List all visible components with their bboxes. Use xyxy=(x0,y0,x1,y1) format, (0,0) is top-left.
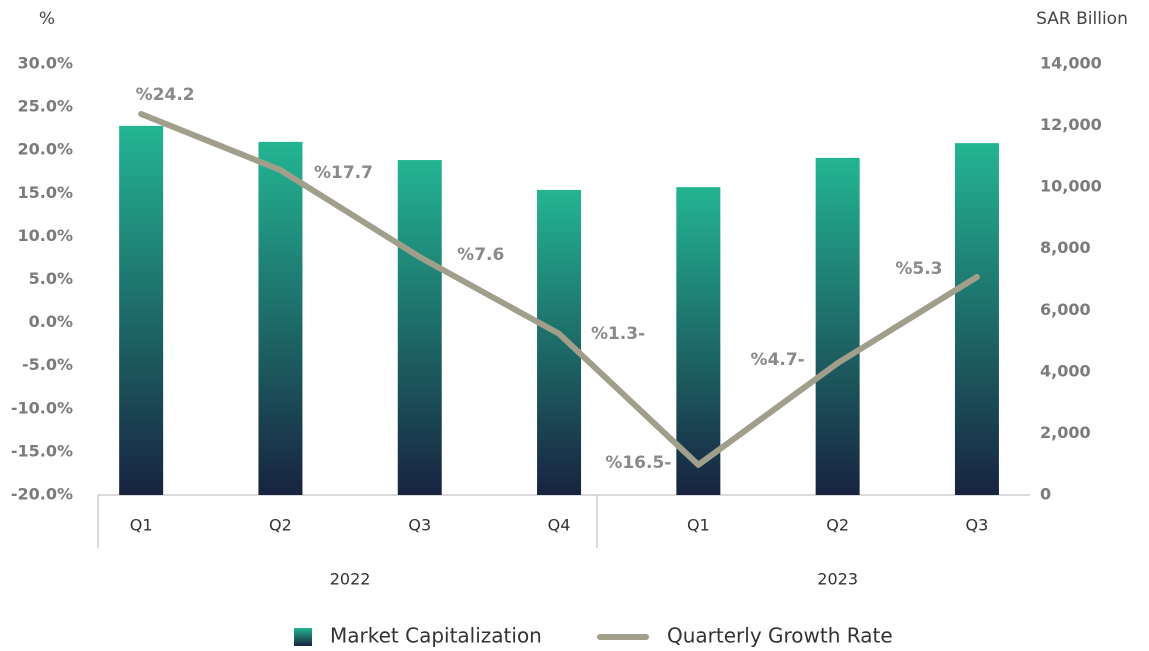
y2-tick-label: 14,000 xyxy=(1040,54,1102,73)
y2-tick-label: 0 xyxy=(1040,485,1051,504)
x-tick-label: Q1 xyxy=(687,516,710,535)
data-label: %24.2 xyxy=(136,85,195,105)
y-tick-label: 0.0% xyxy=(29,312,73,331)
bar xyxy=(537,189,582,495)
legend-label: Market Capitalization xyxy=(330,624,542,648)
y-tick-label: 30.0% xyxy=(17,54,73,73)
line xyxy=(138,110,980,468)
x-tick-label: Q3 xyxy=(966,516,989,535)
y2-tick-label: 4,000 xyxy=(1040,361,1091,380)
group-label: 2022 xyxy=(330,570,371,589)
bar xyxy=(397,160,442,495)
data-label: %17.7 xyxy=(314,163,373,183)
data-label: %1.3- xyxy=(591,324,645,344)
y-tick-label: 15.0% xyxy=(17,183,73,202)
data-label: %4.7- xyxy=(751,350,805,370)
y-tick-label: 20.0% xyxy=(17,140,73,159)
y-tick-label: -20.0% xyxy=(11,485,73,504)
x-tick-label: Q4 xyxy=(548,516,571,535)
y-tick-label: 10.0% xyxy=(17,226,73,245)
y-tick-label: -10.0% xyxy=(11,398,73,417)
bar xyxy=(815,157,860,495)
group-label: 2023 xyxy=(817,570,858,589)
y-tick-label: -15.0% xyxy=(11,441,73,460)
x-tick-label: Q1 xyxy=(130,516,153,535)
bar xyxy=(676,187,721,495)
y2-tick-label: 6,000 xyxy=(1040,300,1091,319)
y2-axis-title: SAR Billion xyxy=(1036,9,1128,29)
x-tick-label: Q2 xyxy=(826,516,849,535)
bar xyxy=(954,143,999,495)
bar xyxy=(119,125,164,496)
data-label: %7.6 xyxy=(457,245,504,265)
y2-tick-label: 8,000 xyxy=(1040,238,1091,257)
y2-tick-label: 2,000 xyxy=(1040,423,1091,442)
legend-swatch xyxy=(294,628,312,646)
legend-label: Quarterly Growth Rate xyxy=(667,624,893,648)
y-axis-title: % xyxy=(39,9,55,29)
y-tick-label: 5.0% xyxy=(29,269,73,288)
x-tick-label: Q3 xyxy=(408,516,431,535)
data-label: %5.3 xyxy=(895,259,942,279)
x-tick-label: Q2 xyxy=(269,516,292,535)
y-tick-label: -5.0% xyxy=(22,355,73,374)
y-tick-label: 25.0% xyxy=(17,97,73,116)
data-label: %16.5- xyxy=(605,453,671,473)
y2-tick-label: 12,000 xyxy=(1040,115,1102,134)
bar xyxy=(258,141,303,495)
y2-tick-label: 10,000 xyxy=(1040,177,1102,196)
